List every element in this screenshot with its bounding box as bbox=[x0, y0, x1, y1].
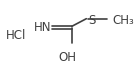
Text: OH: OH bbox=[58, 51, 76, 64]
Text: HCl: HCl bbox=[6, 30, 27, 42]
Text: HN: HN bbox=[34, 21, 51, 34]
Text: CH₃: CH₃ bbox=[112, 14, 134, 27]
Text: S: S bbox=[88, 14, 96, 27]
